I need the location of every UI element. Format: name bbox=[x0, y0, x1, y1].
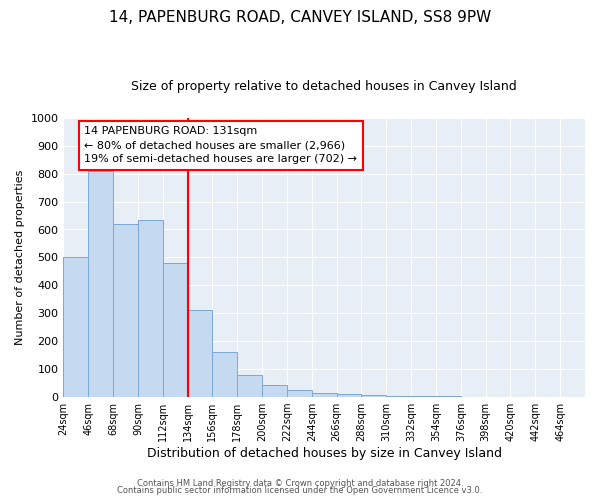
Title: Size of property relative to detached houses in Canvey Island: Size of property relative to detached ho… bbox=[131, 80, 517, 93]
Bar bbox=[436, 396, 461, 397]
Bar bbox=[163, 263, 188, 397]
Text: 14, PAPENBURG ROAD, CANVEY ISLAND, SS8 9PW: 14, PAPENBURG ROAD, CANVEY ISLAND, SS8 9… bbox=[109, 10, 491, 25]
Bar bbox=[88, 171, 113, 397]
Text: 14 PAPENBURG ROAD: 131sqm
← 80% of detached houses are smaller (2,966)
19% of se: 14 PAPENBURG ROAD: 131sqm ← 80% of detac… bbox=[84, 126, 357, 164]
Y-axis label: Number of detached properties: Number of detached properties bbox=[15, 170, 25, 345]
X-axis label: Distribution of detached houses by size in Canvey Island: Distribution of detached houses by size … bbox=[147, 447, 502, 460]
Bar bbox=[337, 394, 361, 397]
Bar bbox=[386, 396, 411, 397]
Bar bbox=[237, 376, 262, 397]
Bar bbox=[212, 352, 237, 397]
Bar bbox=[64, 258, 88, 397]
Text: Contains public sector information licensed under the Open Government Licence v3: Contains public sector information licen… bbox=[118, 486, 482, 495]
Bar bbox=[138, 220, 163, 397]
Bar bbox=[485, 396, 511, 397]
Bar bbox=[188, 310, 212, 397]
Text: Contains HM Land Registry data © Crown copyright and database right 2024.: Contains HM Land Registry data © Crown c… bbox=[137, 478, 463, 488]
Bar bbox=[411, 396, 436, 397]
Bar bbox=[461, 396, 485, 397]
Bar bbox=[287, 390, 312, 397]
Bar bbox=[262, 384, 287, 397]
Bar bbox=[113, 224, 138, 397]
Bar bbox=[312, 393, 337, 397]
Bar bbox=[361, 395, 386, 397]
